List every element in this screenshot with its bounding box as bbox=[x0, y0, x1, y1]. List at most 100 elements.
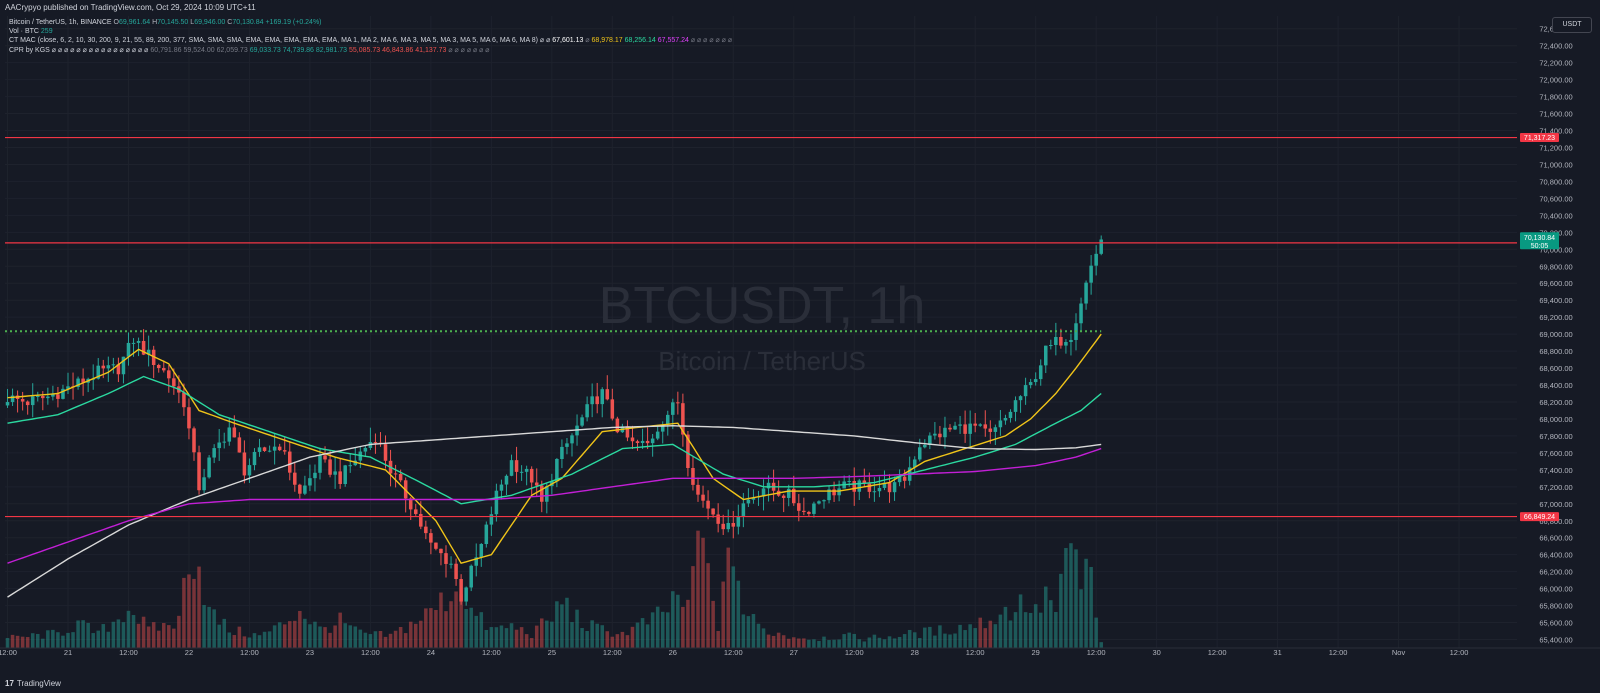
candle-body bbox=[671, 402, 675, 415]
legend-volume-row: Vol · BTC 259 bbox=[9, 27, 732, 36]
volume-bar bbox=[242, 636, 247, 648]
volume-bar bbox=[1018, 594, 1023, 648]
price-tick-label: 66,000.00 bbox=[1539, 585, 1572, 594]
candle-body bbox=[595, 396, 599, 405]
volume-bar bbox=[993, 624, 998, 648]
volume-bar bbox=[222, 618, 227, 648]
legend-change: +169.19 (+0.24%) bbox=[265, 19, 322, 26]
candle-body bbox=[182, 392, 186, 408]
candle-body bbox=[862, 480, 867, 484]
candle-body bbox=[247, 465, 252, 476]
volume-bar bbox=[988, 620, 993, 648]
volume-bar bbox=[797, 638, 801, 648]
candle-body bbox=[35, 396, 40, 398]
candle-body bbox=[479, 543, 484, 558]
candle-body bbox=[459, 579, 463, 602]
volume-bar bbox=[948, 634, 952, 648]
candle-body bbox=[293, 472, 297, 485]
volume-bar bbox=[943, 633, 947, 648]
legend-cpr-u3: 82,981.73 bbox=[315, 46, 348, 54]
volume-bar bbox=[76, 620, 80, 648]
candle-body bbox=[172, 378, 176, 387]
candle-body bbox=[933, 433, 937, 436]
volume-bar bbox=[1069, 543, 1073, 648]
price-tick-label: 69,800.00 bbox=[1539, 262, 1572, 271]
candle-body bbox=[61, 388, 65, 399]
volume-bar bbox=[156, 630, 161, 648]
volume-bar bbox=[655, 606, 660, 648]
volume-bar bbox=[272, 625, 277, 648]
legend-cpr-label: CPR by KGS ⌀ ⌀ ⌀ ⌀ ⌀ ⌀ ⌀ ⌀ ⌀ ⌀ ⌀ ⌀ ⌀ ⌀ ⌀… bbox=[9, 46, 149, 54]
price-tick-label: 66,200.00 bbox=[1539, 568, 1572, 577]
candle-body bbox=[167, 370, 171, 379]
price-tick-label: 67,200.00 bbox=[1539, 483, 1572, 492]
candle-body bbox=[605, 389, 610, 400]
candle-body bbox=[514, 460, 519, 472]
price-tick-label: 71,600.00 bbox=[1539, 110, 1572, 119]
volume-bar bbox=[277, 622, 282, 648]
publish-bar: AACrypyo published on TradingView.com, O… bbox=[0, 0, 1600, 16]
volume-bar bbox=[615, 634, 620, 648]
candle-body bbox=[46, 396, 50, 399]
candle-body bbox=[736, 516, 741, 527]
volume-bar bbox=[444, 611, 448, 648]
volume-bar bbox=[217, 624, 221, 648]
time-tick-label: 23 bbox=[306, 648, 314, 657]
price-tick-label: 69,400.00 bbox=[1539, 296, 1572, 305]
legend-ma-v3: 68,256.14 bbox=[624, 37, 656, 45]
candle-body bbox=[434, 542, 438, 549]
volume-bar bbox=[807, 639, 811, 648]
price-tick-label: 65,800.00 bbox=[1539, 602, 1572, 611]
volume-bar bbox=[489, 627, 494, 648]
currency-button[interactable]: USDT bbox=[1552, 17, 1592, 33]
legend-ohlc-row: Bitcoin / TetherUS, 1h, BINANCE O69,961.… bbox=[9, 18, 732, 27]
time-tick-label: 12:00 bbox=[1329, 648, 1348, 657]
price-tick-label: 66,400.00 bbox=[1539, 551, 1572, 560]
price-tick-label: 72,400.00 bbox=[1539, 42, 1572, 51]
candle-body bbox=[807, 511, 811, 514]
candle-body bbox=[655, 431, 660, 439]
candle-body bbox=[484, 524, 489, 544]
candle-body bbox=[993, 427, 998, 432]
volume-bar bbox=[514, 629, 519, 648]
candle-body bbox=[832, 489, 836, 496]
volume-bar bbox=[232, 635, 237, 648]
volume-bar bbox=[660, 611, 665, 648]
legend-cpr-g2: 59,524.00 bbox=[183, 46, 215, 54]
legend-cpr-u2: 74,739.86 bbox=[282, 46, 314, 54]
volume-bar bbox=[328, 632, 332, 648]
time-tick-label: Nov bbox=[1392, 648, 1406, 657]
volume-bar bbox=[605, 631, 610, 648]
volume-bar bbox=[776, 632, 781, 648]
volume-bar bbox=[298, 610, 302, 648]
volume-bar bbox=[519, 627, 524, 648]
candle-body bbox=[600, 389, 605, 405]
volume-bar bbox=[1033, 604, 1038, 648]
candle-body bbox=[565, 443, 569, 447]
candle-body bbox=[923, 444, 927, 448]
tradingview-brand[interactable]: 17 TradingView bbox=[5, 679, 61, 688]
volume-bar bbox=[706, 563, 710, 648]
volume-bar bbox=[96, 630, 101, 648]
volume-bar bbox=[237, 626, 242, 648]
volume-bar bbox=[938, 625, 942, 648]
legend-cpr-d3: 41,137.73 bbox=[415, 46, 447, 54]
volume-bar bbox=[791, 637, 796, 648]
candle-body bbox=[454, 563, 458, 580]
volume-bar bbox=[640, 618, 645, 648]
volume-bar bbox=[1064, 548, 1068, 648]
legend-high: 70,145.50 bbox=[157, 19, 189, 26]
volume-bar bbox=[469, 607, 473, 648]
candle-body bbox=[111, 364, 116, 366]
candle-body bbox=[570, 435, 574, 444]
candle-body bbox=[1028, 382, 1033, 386]
candle-body bbox=[1018, 396, 1023, 401]
watermark-name: Bitcoin / TetherUS bbox=[658, 346, 866, 376]
volume-bar bbox=[61, 635, 65, 648]
legend-open-label: O bbox=[113, 19, 119, 26]
candle-body bbox=[81, 378, 85, 383]
candle-body bbox=[474, 557, 479, 566]
volume-bar bbox=[751, 614, 756, 648]
candle-body bbox=[650, 438, 655, 444]
